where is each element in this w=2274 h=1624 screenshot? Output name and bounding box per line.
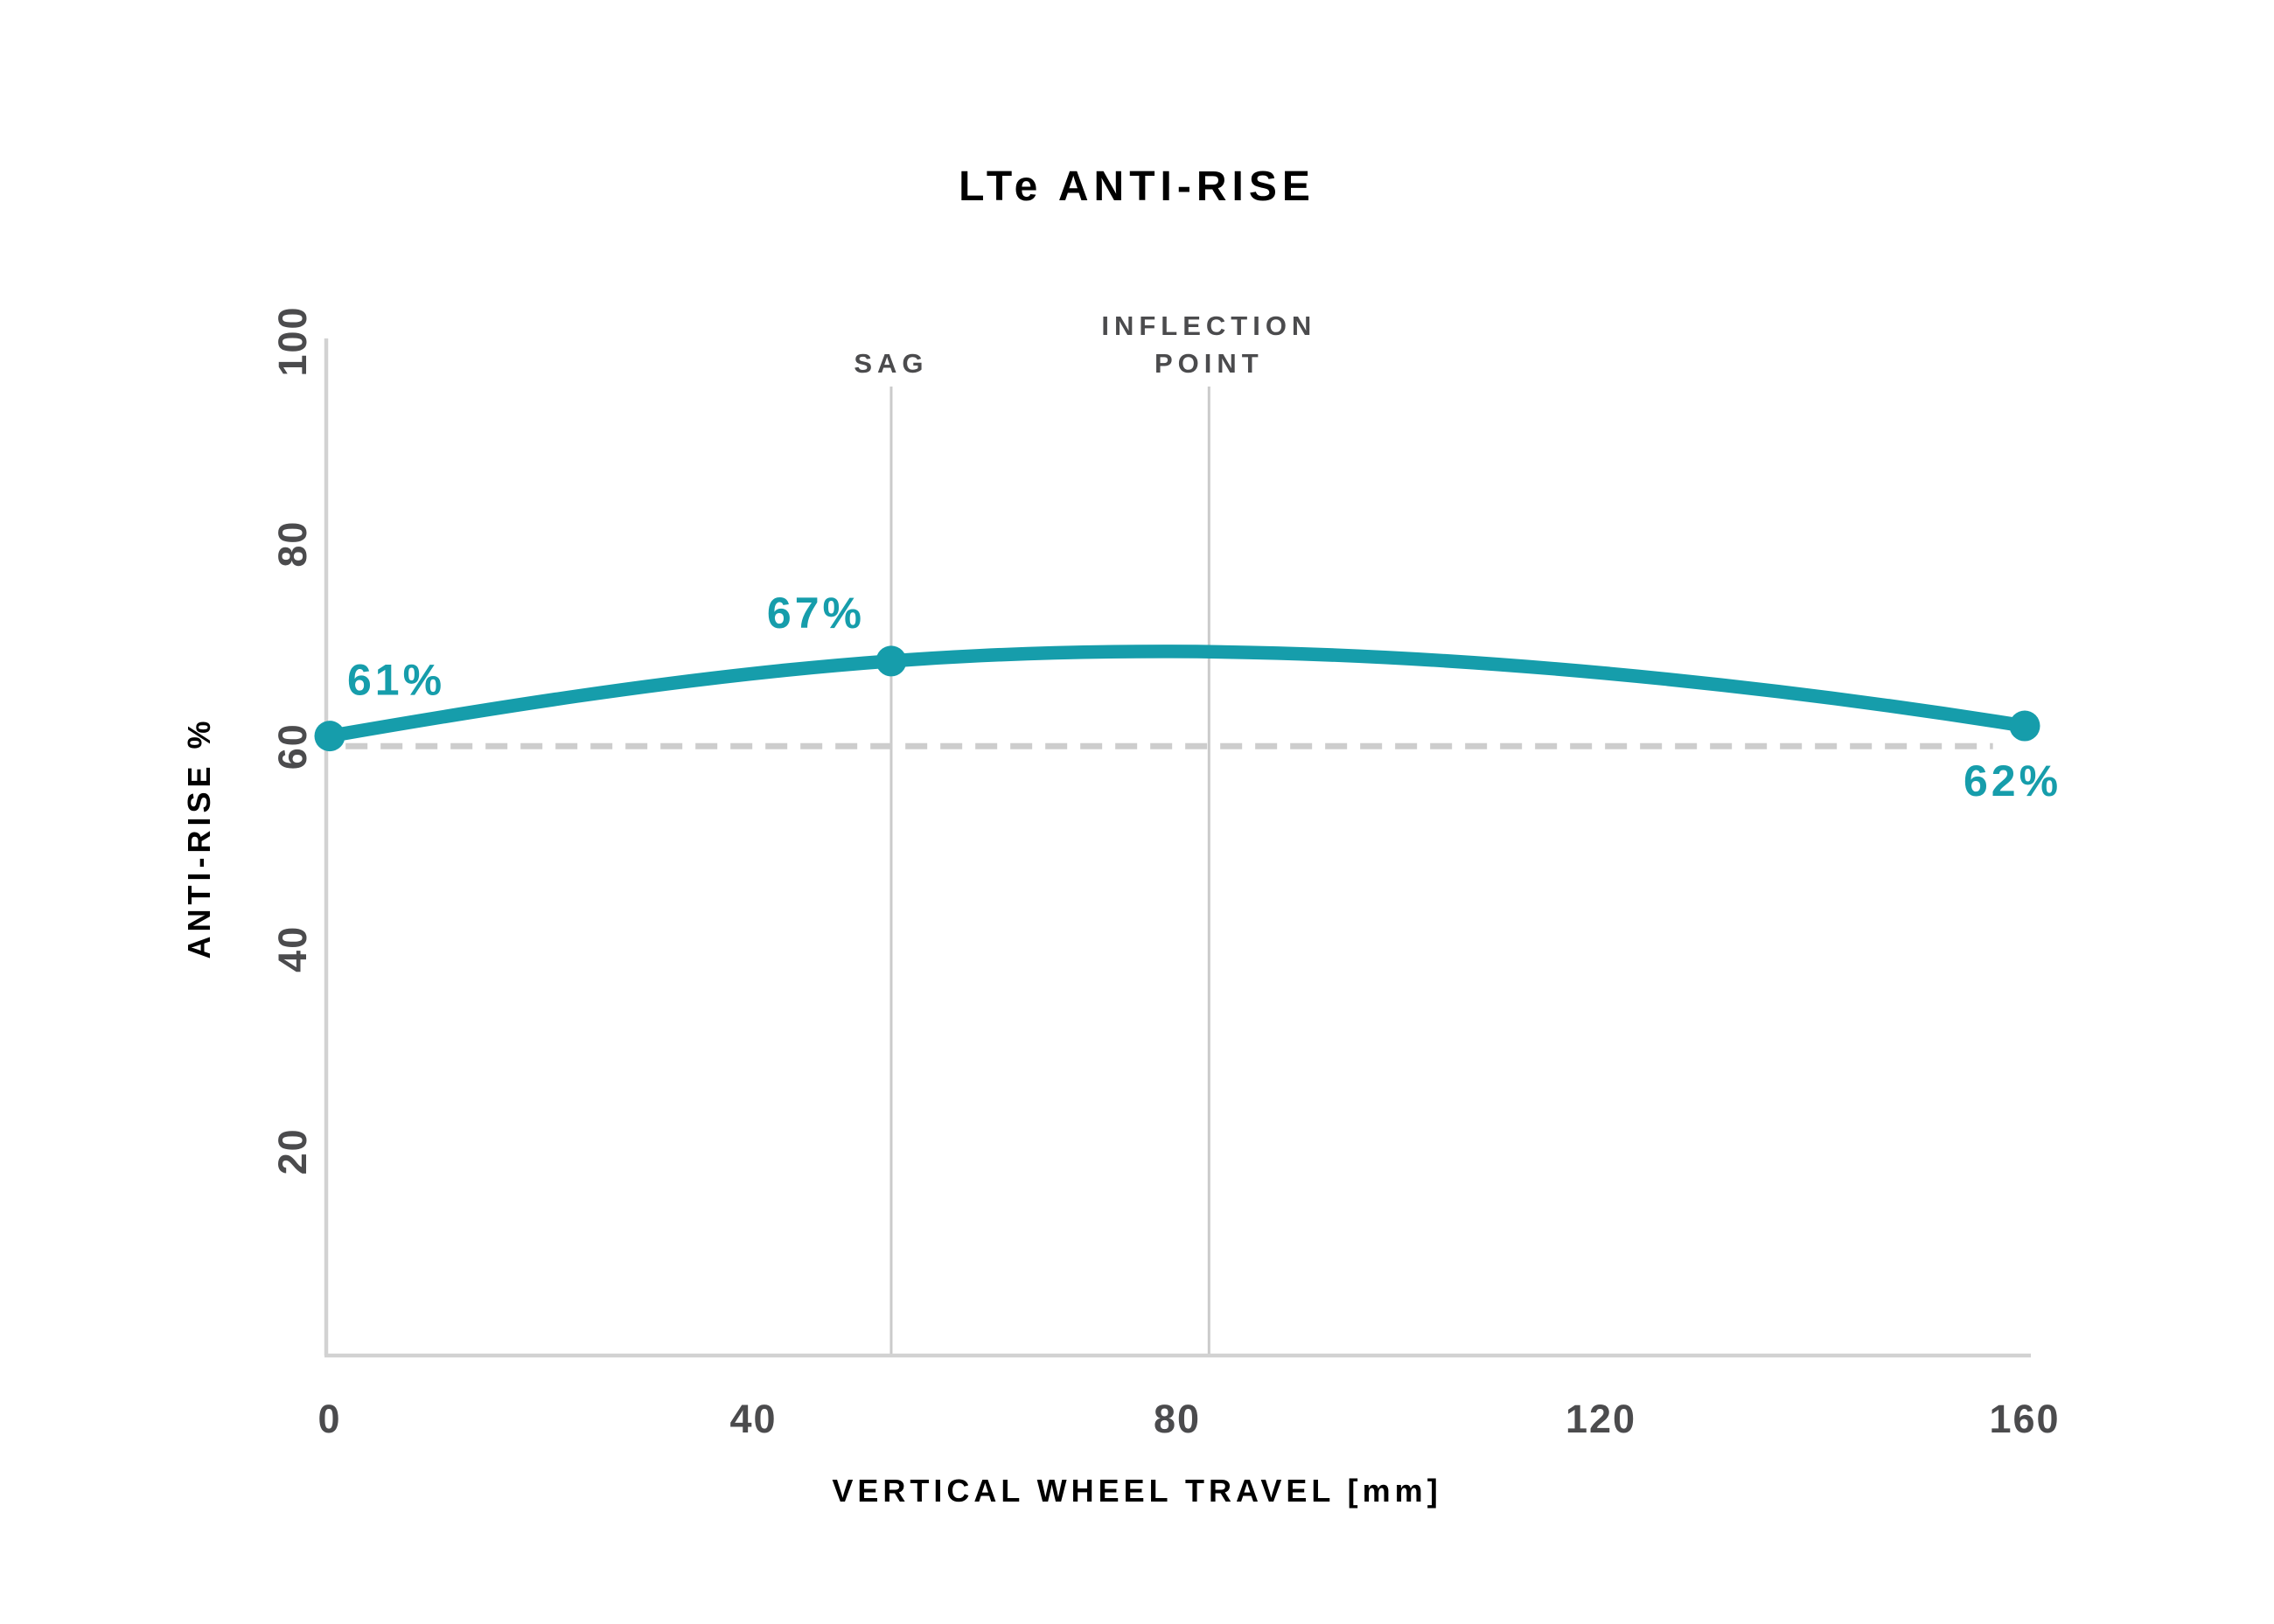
y-tick-label: 20 xyxy=(270,1127,315,1174)
annotation-label: INFLECTION xyxy=(1101,310,1316,341)
y-tick-label: 100 xyxy=(270,305,315,376)
data-point-label: 62% xyxy=(1964,756,2061,805)
anti-rise-curve xyxy=(323,645,2032,743)
chart-title: LTe ANTI-RISE xyxy=(959,164,1315,210)
data-point-label: 67% xyxy=(767,589,865,638)
x-tick-label: 80 xyxy=(1154,1397,1201,1441)
y-axis-title: ANTI-RISE % xyxy=(181,716,217,958)
x-tick-label: 160 xyxy=(1989,1397,2060,1441)
data-point xyxy=(2009,710,2040,742)
axis-layer xyxy=(324,338,2031,1358)
annotation-label: POINT xyxy=(1154,348,1264,379)
y-tick-label: 40 xyxy=(270,925,315,972)
series-layer: 61% 67% 62% xyxy=(314,589,2061,805)
y-tick-label: 80 xyxy=(270,520,315,568)
tick-label-layer: 20 40 60 80 100 0 40 80 120 160 xyxy=(270,305,2060,1441)
data-point xyxy=(314,721,345,752)
annotation-label: SAG xyxy=(854,348,928,379)
data-point xyxy=(875,645,907,677)
gridline-layer: SAG INFLECTION POINT xyxy=(345,310,1993,1354)
x-tick-label: 120 xyxy=(1566,1397,1636,1441)
x-axis-title: VERTICAL WHEEL TRAVEL [mm] xyxy=(832,1473,1441,1509)
y-tick-label: 60 xyxy=(270,722,315,770)
x-tick-label: 40 xyxy=(729,1397,777,1441)
x-tick-label: 0 xyxy=(317,1397,341,1441)
data-point-label: 61% xyxy=(347,656,445,705)
